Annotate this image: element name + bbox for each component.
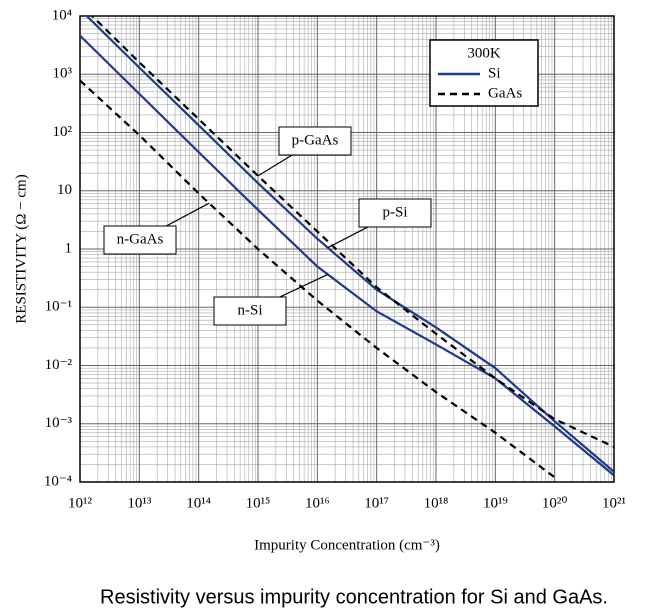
x-tick-label: 10¹⁶ — [305, 495, 330, 511]
legend-label: GaAs — [488, 85, 522, 101]
x-tick-label: 10¹⁸ — [424, 495, 449, 511]
annotation-label: n-Si — [237, 302, 262, 318]
x-tick-label: 10²⁰ — [542, 495, 568, 511]
annotation-box — [278, 126, 352, 156]
y-tick-label: 10³ — [53, 66, 73, 82]
x-tick-label: 10¹⁹ — [483, 495, 508, 511]
legend-label: Si — [488, 65, 501, 81]
x-tick-label: 10¹² — [68, 495, 92, 511]
y-axis-label: RESISTIVITY (Ω − cm) — [13, 174, 29, 323]
annotation-box — [103, 225, 177, 255]
annotation-label: n-GaAs — [117, 231, 164, 247]
series-line — [80, 34, 614, 477]
y-tick-label: 1 — [65, 240, 73, 256]
y-tick-label: 10⁻² — [45, 357, 73, 373]
y-tick-label: 10 — [57, 182, 72, 198]
plot-frame — [79, 15, 615, 483]
annotation-box — [358, 198, 432, 228]
y-tick-label: 10⁻⁴ — [44, 473, 72, 489]
series-line — [85, 16, 614, 473]
annotation-box — [213, 296, 287, 326]
y-tick-label: 10⁴ — [52, 7, 72, 23]
x-axis-label: Impurity Concentration (cm⁻³) — [254, 537, 440, 553]
legend-title: 300K — [467, 45, 501, 61]
plot-area — [80, 16, 614, 479]
x-tick-label: 10¹³ — [127, 495, 151, 511]
series-line — [90, 16, 614, 448]
x-tick-label: 10¹⁴ — [186, 495, 211, 511]
x-tick-label: 10²¹ — [602, 495, 626, 511]
y-tick-label: 10⁻³ — [45, 415, 73, 431]
y-tick-label: 10⁻¹ — [45, 299, 72, 315]
caption: Resistivity versus impurity concentratio… — [100, 586, 608, 608]
x-tick-label: 10¹⁷ — [364, 495, 389, 511]
x-tick-label: 10¹⁵ — [246, 495, 271, 511]
y-tick-label: 10² — [53, 124, 73, 140]
series-line — [80, 79, 556, 479]
annotation-label: p-GaAs — [292, 132, 339, 148]
annotation-label: p-Si — [382, 204, 407, 220]
